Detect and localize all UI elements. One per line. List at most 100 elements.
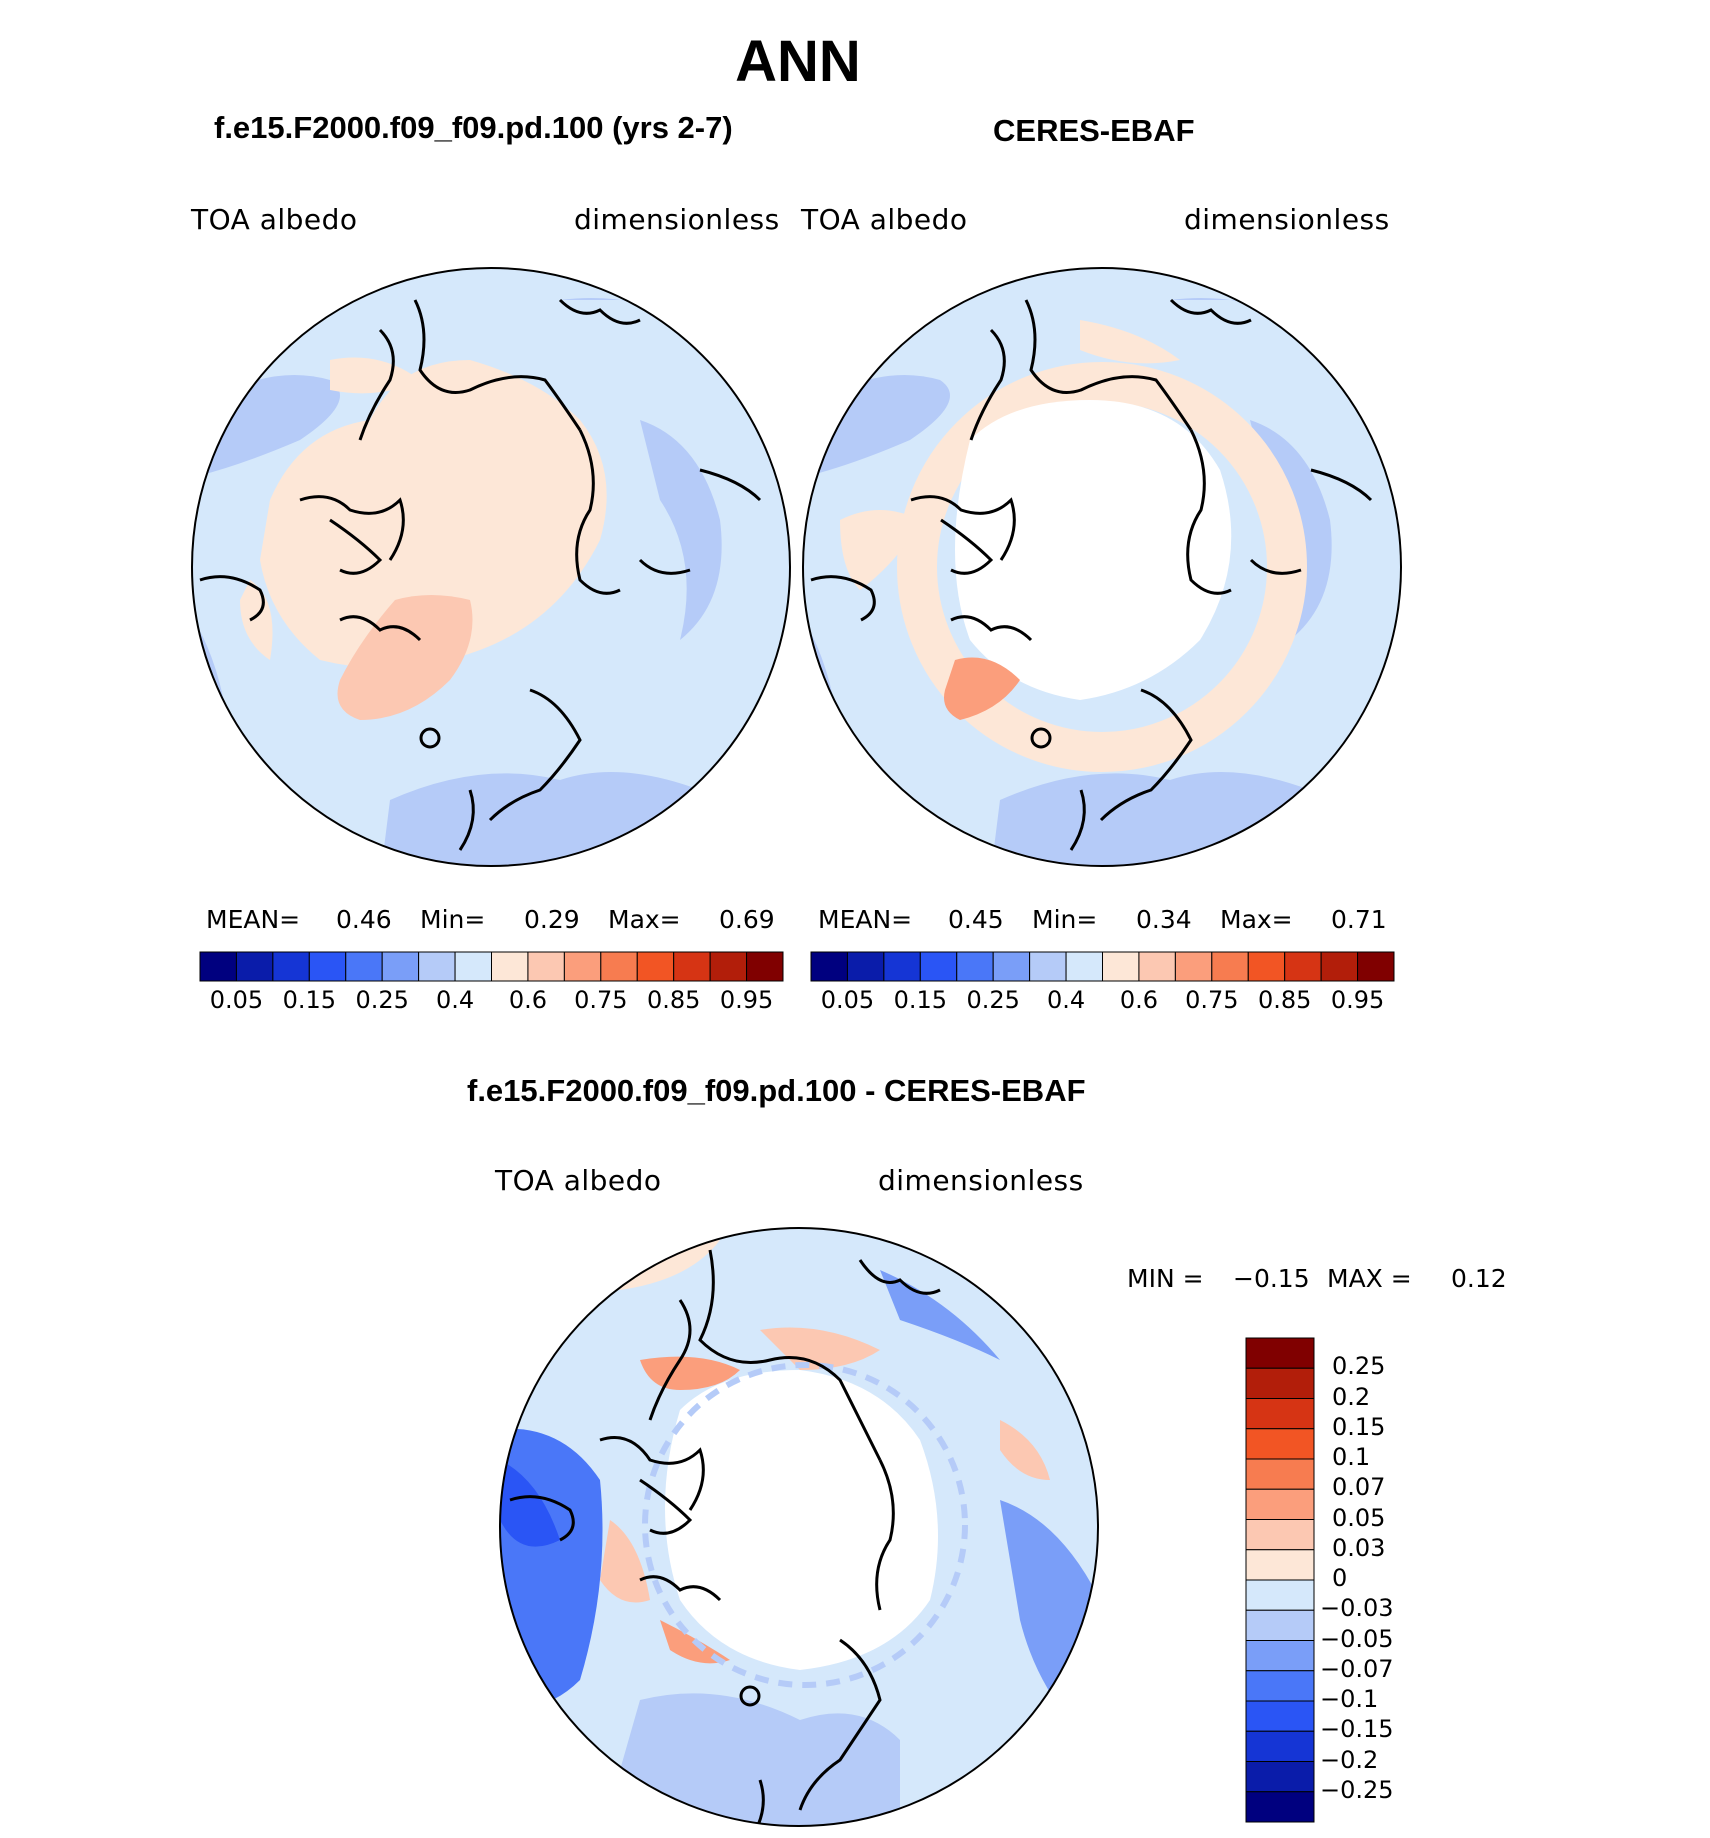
colorbar-tick-label: 0.95 (719, 986, 774, 1014)
colorbar-swatch (1245, 1700, 1315, 1732)
colorbar-swatch (1320, 951, 1359, 982)
colorbar-tick-label: 0.15 (893, 986, 948, 1014)
colorbar-tick-label: −0.1 (1320, 1685, 1379, 1713)
obs-max-label: Max= (1220, 905, 1293, 934)
colorbar-swatch (1174, 951, 1213, 982)
model-coastlines (199, 298, 762, 851)
colorbar-swatch (1245, 1670, 1315, 1702)
colorbar-swatch (956, 951, 994, 982)
colorbar-tick-label: −0.03 (1320, 1594, 1394, 1623)
colorbar-swatch (1245, 1609, 1315, 1641)
colorbar-swatch (1245, 1730, 1315, 1762)
colorbar-swatch (883, 951, 921, 982)
model-min-label: Min= (420, 905, 486, 934)
colorbar-swatch (1245, 1640, 1315, 1672)
colorbar-tick-label: 0.25 (1332, 1352, 1386, 1381)
colorbar-tick-label: −0.07 (1320, 1654, 1394, 1683)
colorbar-tick-label: 0.2 (1332, 1382, 1371, 1411)
colorbar-tick-label: 0.6 (1119, 986, 1159, 1014)
diff-map-frame (499, 1227, 1099, 1827)
colorbar-tick-label: 0.25 (355, 986, 409, 1014)
colorbar-swatch (1284, 951, 1322, 982)
colorbar-swatch (1245, 1791, 1315, 1823)
colorbar-swatch (1245, 1761, 1315, 1793)
obs-min-label: Min= (1032, 905, 1098, 934)
colorbar-tick-label: 0.25 (966, 986, 1020, 1014)
colorbar-tick-label: 0.1 (1332, 1443, 1371, 1471)
colorbar-tick-label: 0.4 (1046, 986, 1086, 1014)
obs-panel-title: CERES-EBAF (993, 113, 1195, 148)
colorbar-swatch (1245, 1337, 1315, 1369)
model-map-fill (192, 268, 790, 866)
colorbar-swatch (1245, 1549, 1315, 1581)
colorbar-tick-label: −0.2 (1320, 1745, 1379, 1774)
colorbar-tick-label: −0.25 (1320, 1775, 1394, 1804)
colorbar-swatch (1245, 1458, 1315, 1490)
colorbar-swatch (1102, 951, 1140, 982)
colorbar-swatch (1029, 951, 1067, 982)
model-units-label: dimensionless (574, 203, 780, 236)
colorbar-swatch (919, 951, 958, 982)
colorbar-swatch (1245, 1428, 1315, 1460)
diff-min-label: MIN = (1127, 1264, 1204, 1293)
colorbar-swatch (272, 951, 310, 982)
colorbar-swatch (563, 951, 602, 982)
colorbar-swatch (810, 951, 848, 982)
colorbar-swatch (992, 951, 1031, 982)
colorbar-tick-label: 0.03 (1332, 1533, 1386, 1562)
colorbar-swatch (1245, 1367, 1315, 1399)
colorbar-swatch (1245, 1579, 1315, 1611)
colorbar-swatch (527, 951, 565, 982)
colorbar-tick-label: 0.75 (574, 986, 628, 1014)
colorbar-swatch (199, 951, 237, 982)
diff-min-value: −0.15 (1233, 1264, 1310, 1293)
diff-units-label: dimensionless (878, 1164, 1084, 1197)
colorbar-swatch (1245, 1398, 1315, 1430)
model-mean-label: MEAN= (206, 905, 301, 934)
diff-colorbar (1245, 1337, 1315, 1823)
model-panel-title: f.e15.F2000.f09_f09.pd.100 (yrs 2-7) (214, 110, 733, 145)
colorbar-swatch (381, 951, 420, 982)
obs-map-fill (803, 268, 1401, 866)
colorbar-tick-label: 0.05 (209, 986, 264, 1014)
diff-panel-title: f.e15.F2000.f09_f09.pd.100 - CERES-EBAF (467, 1073, 1086, 1108)
colorbar-swatch (636, 951, 675, 982)
colorbar-tick-label: 0.05 (1332, 1503, 1386, 1532)
colorbar-swatch (345, 951, 383, 982)
obs-mean-value: 0.45 (948, 905, 1004, 934)
colorbar-swatch (846, 951, 885, 982)
obs-colorbar (810, 951, 1395, 982)
obs-mean-label: MEAN= (818, 905, 913, 934)
colorbar-tick-label: 0.07 (1332, 1473, 1386, 1502)
colorbar-tick-label: −0.05 (1320, 1624, 1394, 1653)
colorbar-tick-label: 0.4 (435, 986, 475, 1014)
colorbar-swatch (1065, 951, 1103, 982)
obs-min-value: 0.34 (1136, 905, 1192, 934)
obs-variable-label: TOA albedo (801, 203, 968, 236)
colorbar-swatch (709, 951, 748, 982)
obs-coastlines (810, 298, 1373, 851)
colorbar-swatch (1245, 1488, 1315, 1520)
colorbar-swatch (418, 951, 456, 982)
colorbar-swatch (1247, 951, 1286, 982)
colorbar-swatch (600, 951, 638, 982)
colorbar-swatch (1138, 951, 1176, 982)
obs-max-value: 0.71 (1331, 905, 1387, 934)
colorbar-tick-label: 0.15 (1332, 1412, 1386, 1441)
colorbar-swatch (1245, 1519, 1315, 1551)
colorbar-swatch (1357, 951, 1395, 982)
diff-max-value: 0.12 (1451, 1264, 1507, 1293)
diff-max-label: MAX = (1327, 1264, 1412, 1293)
colorbar-tick-label: 0.05 (820, 986, 875, 1014)
model-colorbar (199, 951, 784, 982)
model-min-value: 0.29 (524, 905, 580, 934)
model-map-frame (191, 267, 791, 867)
figure-title: ANN (735, 29, 861, 94)
colorbar-tick-label: 0 (1332, 1564, 1348, 1592)
model-max-value: 0.69 (719, 905, 775, 934)
colorbar-tick-label: 0.75 (1185, 986, 1239, 1014)
colorbar-swatch (673, 951, 711, 982)
model-max-label: Max= (608, 905, 681, 934)
model-variable-label: TOA albedo (191, 203, 358, 236)
